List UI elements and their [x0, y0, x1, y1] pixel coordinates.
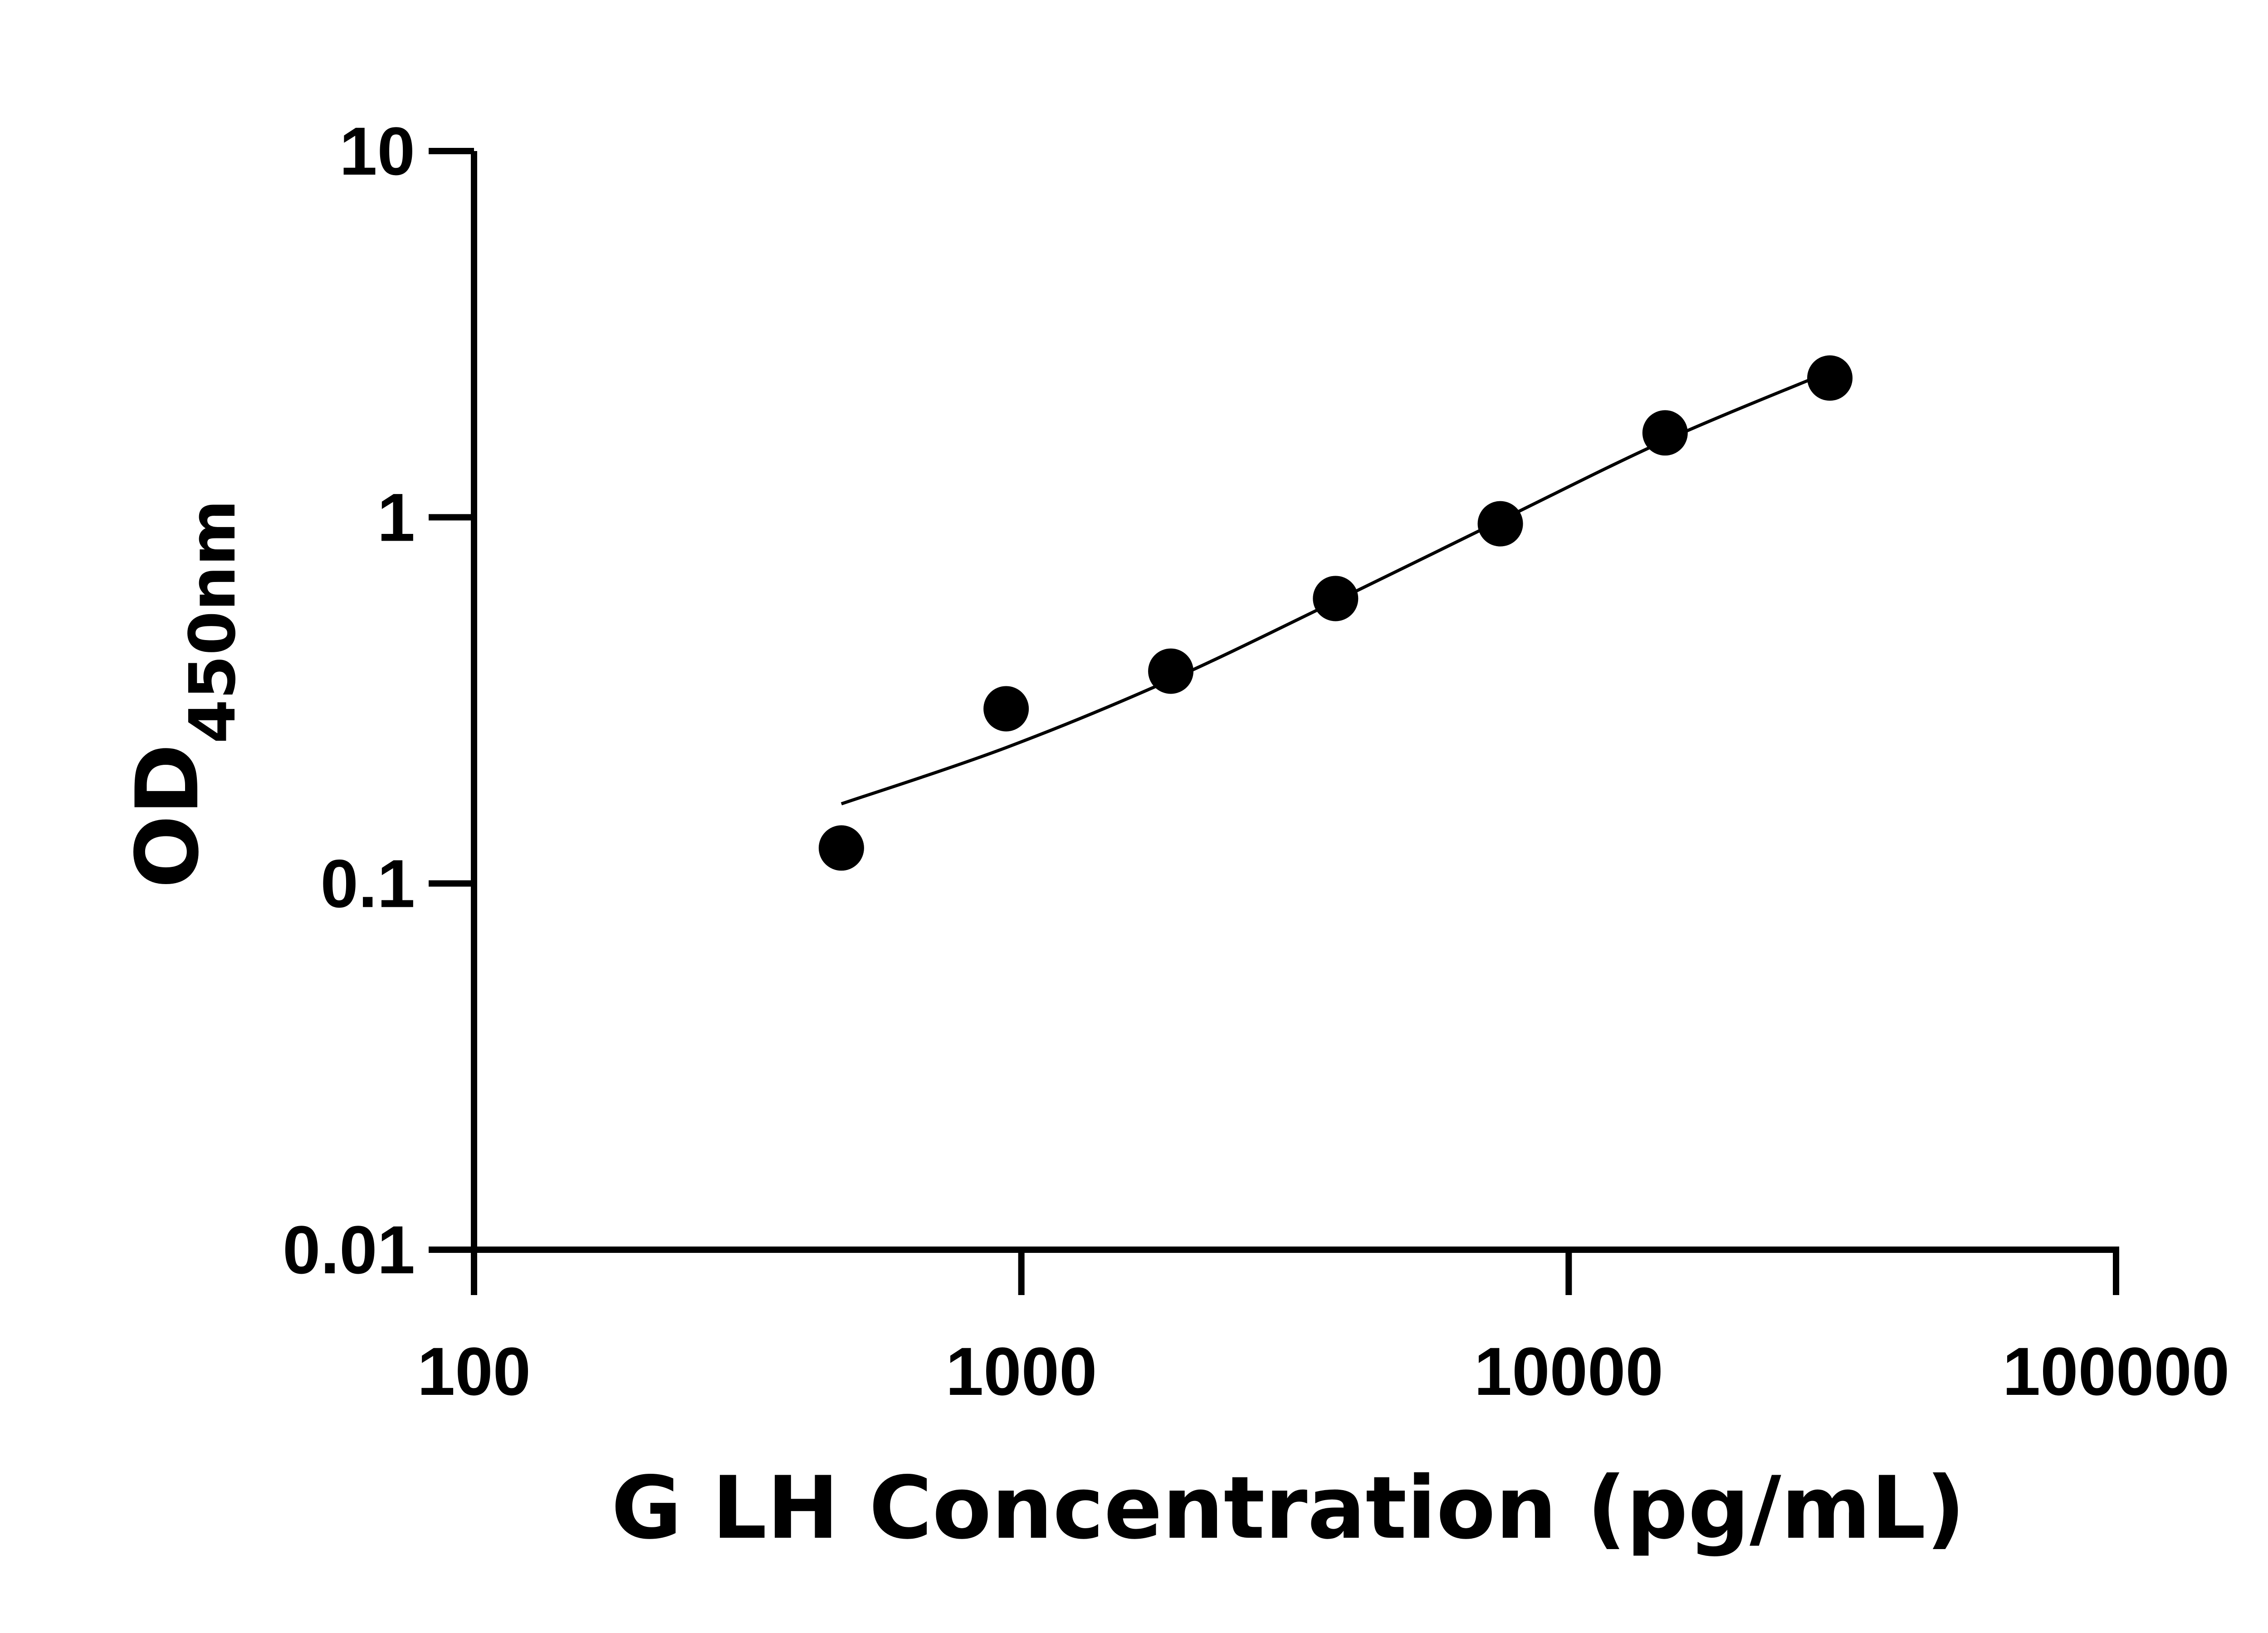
y-axis-title-sub: 450nm	[176, 499, 250, 743]
tick-marks	[429, 148, 2119, 1295]
axes	[471, 151, 2119, 1295]
data-point	[983, 686, 1029, 732]
x-tick-label: 10000	[1474, 1333, 1663, 1409]
y-tick-label: 1	[377, 479, 415, 555]
data-point	[1642, 410, 1688, 456]
data-point	[1477, 501, 1523, 547]
x-tick-label: 1000	[946, 1333, 1097, 1409]
data-points	[818, 355, 1853, 871]
data-point	[1313, 576, 1359, 621]
data-point	[1807, 355, 1853, 401]
x-axis-title: G LH Concentration (pg/mL)	[611, 1458, 1965, 1558]
y-axis-title: OD450nm	[117, 499, 250, 888]
y-tick-label: 0.1	[320, 846, 415, 922]
y-tick-label: 10	[339, 113, 415, 189]
data-point	[818, 825, 864, 871]
data-point	[1148, 648, 1194, 694]
x-tick-label: 100	[417, 1333, 531, 1409]
tick-labels: 0.01 0.1 1 10 100 1000 10000 100000	[283, 113, 2229, 1409]
y-tick-label: 0.01	[283, 1212, 415, 1288]
y-axis-title-main: OD	[117, 743, 218, 888]
x-tick-label: 100000	[2003, 1333, 2230, 1409]
